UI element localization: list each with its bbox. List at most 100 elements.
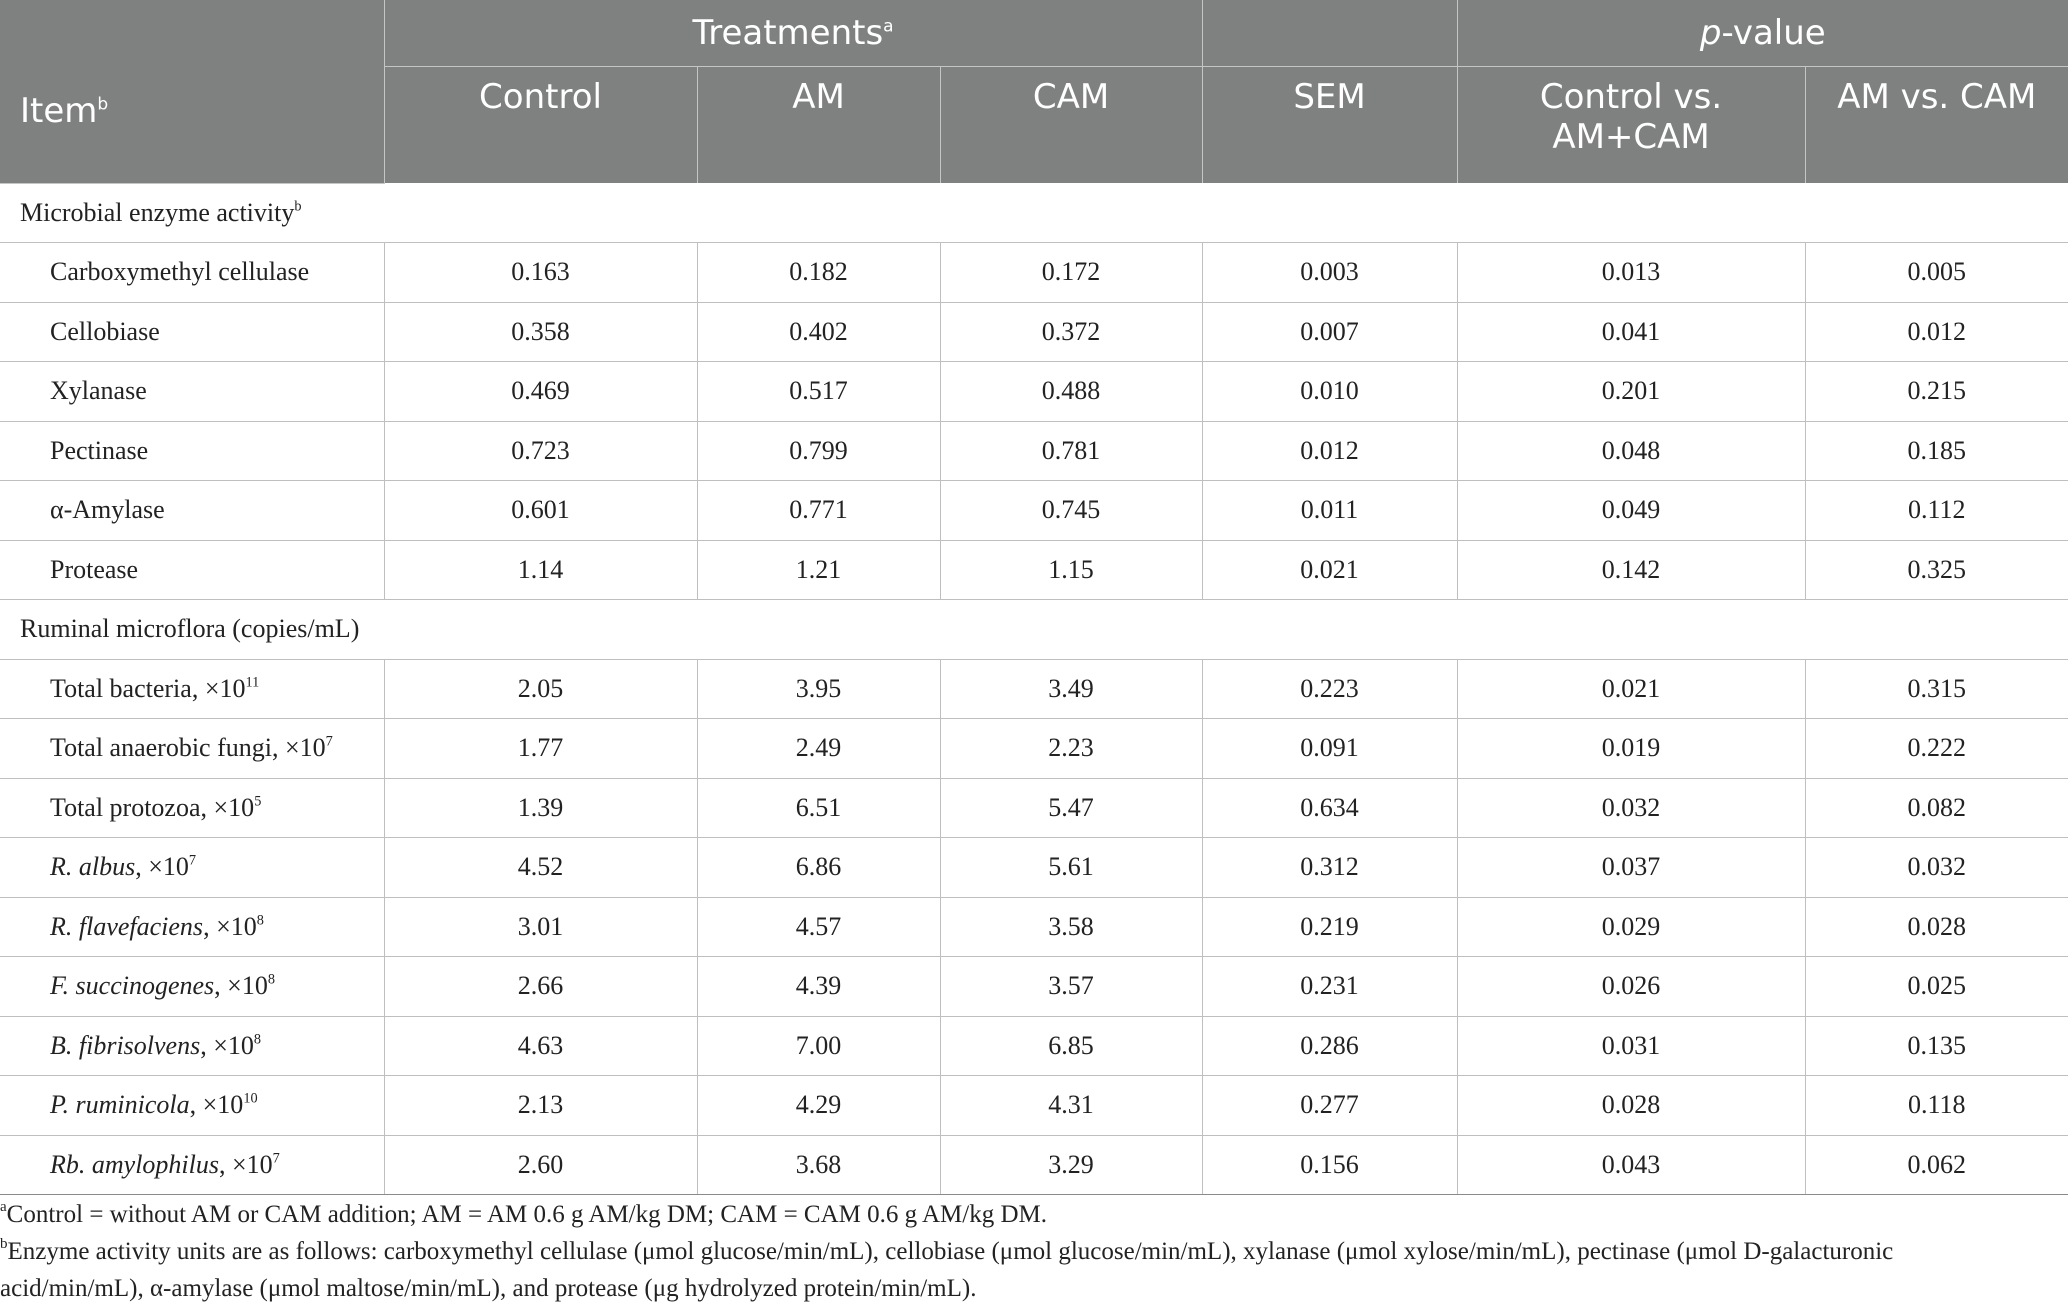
table-cell: 2.66 [384, 956, 698, 1017]
table-cell: 0.781 [940, 421, 1203, 481]
table-cell: 1.14 [384, 540, 698, 600]
table-cell: 0.062 [1805, 1135, 2068, 1195]
section-title: Ruminal microflora (copies/mL) [0, 599, 2068, 660]
table-row: Xylanase 0.469 0.517 0.488 0.010 0.201 0.215 [0, 361, 2068, 422]
table-cell: 2.23 [940, 718, 1203, 779]
table-cell: 0.041 [1457, 302, 1806, 362]
table-cell: 4.29 [697, 1075, 941, 1136]
table-cell: 0.118 [1805, 1075, 2068, 1136]
results-table: Itemb Treatmentsa p-value Control AM CAM… [0, 0, 2068, 1195]
table-cell: 3.01 [384, 897, 698, 957]
table-cell: 0.172 [940, 242, 1203, 303]
table-cell: 5.47 [940, 778, 1203, 838]
table-row: Total anaerobic fungi, ×107 1.77 2.49 2.23 0… [0, 718, 2068, 779]
table-cell: 0.021 [1457, 659, 1806, 719]
table-cell: 0.286 [1202, 1016, 1458, 1076]
table-row: Pectinase 0.723 0.799 0.781 0.012 0.048 0.185 [0, 421, 2068, 481]
table-row: Total protozoa, ×105 1.39 6.51 5.47 0.634 0.0… [0, 778, 2068, 838]
table-cell: 0.156 [1202, 1135, 1458, 1195]
row-label: B. fibrisolvens, ×108 [0, 1016, 385, 1076]
table-cell: 3.58 [940, 897, 1203, 957]
table-cell: 0.135 [1805, 1016, 2068, 1076]
table-cell: 6.51 [697, 778, 941, 838]
table-cell: 0.028 [1457, 1075, 1806, 1136]
table-cell: 0.469 [384, 361, 698, 422]
table-cell: 0.029 [1457, 897, 1806, 957]
table-cell: 0.215 [1805, 361, 2068, 422]
item-header: Itemb [0, 0, 385, 184]
row-label: Total anaerobic fungi, ×107 [0, 718, 385, 779]
pvalue-header: p-value [1457, 0, 2068, 67]
table-row: R. flavefaciens, ×108 3.01 4.57 3.58 0.219 0.… [0, 897, 2068, 957]
table-cell: 0.488 [940, 361, 1203, 422]
table-cell: 1.77 [384, 718, 698, 779]
table-cell: 3.95 [697, 659, 941, 719]
row-label: Carboxymethyl cellulase [0, 242, 385, 303]
table-cell: 6.86 [697, 837, 941, 898]
table-cell: 2.13 [384, 1075, 698, 1136]
table-cell: 5.61 [940, 837, 1203, 898]
table-cell: 0.005 [1805, 242, 2068, 303]
footnote-b: bEnzyme activity units are as follows: c… [0, 1235, 1894, 1302]
table-cell: 0.312 [1202, 837, 1458, 898]
table-cell: 0.372 [940, 302, 1203, 362]
table-cell: 0.012 [1805, 302, 2068, 362]
table-cell: 0.021 [1202, 540, 1458, 600]
table-cell: 0.010 [1202, 361, 1458, 422]
table-cell: 0.049 [1457, 480, 1806, 541]
row-label: Pectinase [0, 421, 385, 481]
table-cell: 0.037 [1457, 837, 1806, 898]
table-cell: 0.222 [1805, 718, 2068, 779]
row-label: Protease [0, 540, 385, 600]
table-cell: 0.745 [940, 480, 1203, 541]
table-cell: 4.63 [384, 1016, 698, 1076]
table-row: Carboxymethyl cellulase 0.163 0.182 0.172 0.… [0, 242, 2068, 303]
table-cell: 0.219 [1202, 897, 1458, 957]
table-cell: 0.019 [1457, 718, 1806, 779]
table-cell: 0.402 [697, 302, 941, 362]
col-am-vs-cam: AM vs. CAM [1805, 66, 2068, 183]
blank-header [1202, 0, 1458, 67]
table-cell: 0.091 [1202, 718, 1458, 779]
table-cell: 0.032 [1457, 778, 1806, 838]
table-cell: 0.358 [384, 302, 698, 362]
row-label: Total bacteria, ×1011 [0, 659, 385, 719]
row-label: R. flavefaciens, ×108 [0, 897, 385, 957]
table-cell: 0.082 [1805, 778, 2068, 838]
col-cam: CAM [940, 66, 1203, 183]
table-cell: 4.39 [697, 956, 941, 1017]
section-title: Microbial enzyme activityb [0, 183, 2068, 243]
table-cell: 7.00 [697, 1016, 941, 1076]
table-cell: 0.163 [384, 242, 698, 303]
table-cell: 0.185 [1805, 421, 2068, 481]
table-cell: 0.012 [1202, 421, 1458, 481]
table-cell: 0.003 [1202, 242, 1458, 303]
table-cell: 1.21 [697, 540, 941, 600]
table-cell: 0.007 [1202, 302, 1458, 362]
table-row: P. ruminicola, ×1010 2.13 4.29 4.31 0.277 0.0… [0, 1075, 2068, 1136]
col-am: AM [697, 66, 941, 183]
row-label: Total protozoa, ×105 [0, 778, 385, 838]
table-row: Cellobiase 0.358 0.402 0.372 0.007 0.041 0.012 [0, 302, 2068, 362]
table-cell: 0.182 [697, 242, 941, 303]
table-cell: 0.277 [1202, 1075, 1458, 1136]
table-cell: 0.601 [384, 480, 698, 541]
table-cell: 2.60 [384, 1135, 698, 1195]
table-row: Total bacteria, ×1011 2.05 3.95 3.49 0.223 0.… [0, 659, 2068, 719]
table-cell: 0.223 [1202, 659, 1458, 719]
table-row: F. succinogenes, ×108 2.66 4.39 3.57 0.231 0.… [0, 956, 2068, 1017]
table-cell: 2.49 [697, 718, 941, 779]
row-label: P. ruminicola, ×1010 [0, 1075, 385, 1136]
section-row: Ruminal microflora (copies/mL) [0, 599, 2068, 660]
table-cell: 0.043 [1457, 1135, 1806, 1195]
table-cell: 2.05 [384, 659, 698, 719]
table-cell: 0.142 [1457, 540, 1806, 600]
table-row: Rb. amylophilus, ×107 2.60 3.68 3.29 0.156 0.… [0, 1135, 2068, 1195]
table-cell: 0.026 [1457, 956, 1806, 1017]
row-label: Cellobiase [0, 302, 385, 362]
table-cell: 0.048 [1457, 421, 1806, 481]
col-control: Control [384, 66, 698, 183]
table-cell: 3.29 [940, 1135, 1203, 1195]
table-cell: 4.57 [697, 897, 941, 957]
table-cell: 0.028 [1805, 897, 2068, 957]
